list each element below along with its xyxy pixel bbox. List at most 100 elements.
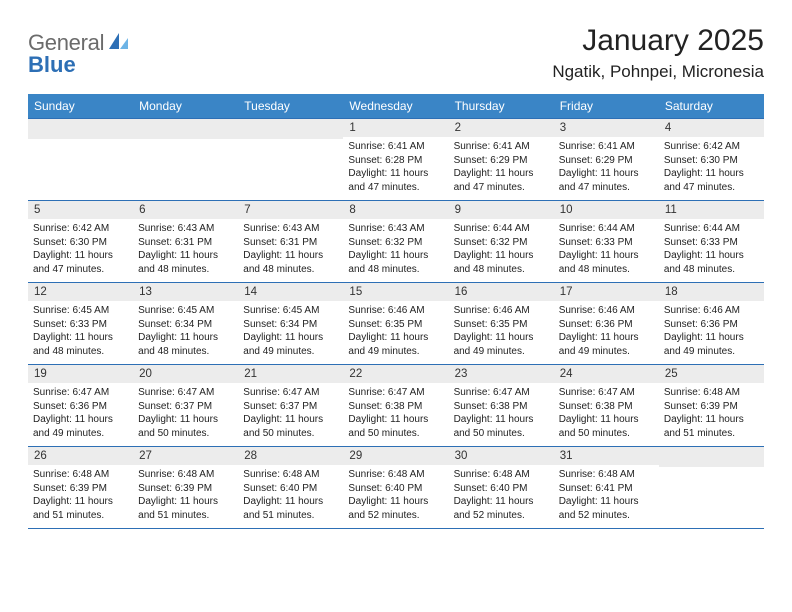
day-cell: 13Sunrise: 6:45 AMSunset: 6:34 PMDayligh…	[133, 283, 238, 364]
sunrise-line: Sunrise: 6:46 AM	[559, 304, 654, 318]
daylight-line: Daylight: 11 hours and 52 minutes.	[348, 495, 443, 522]
day-details: Sunrise: 6:46 AMSunset: 6:35 PMDaylight:…	[343, 301, 448, 364]
day-number: 15	[343, 283, 448, 301]
day-number	[28, 119, 133, 139]
day-header: Friday	[554, 94, 659, 118]
sunset-line: Sunset: 6:33 PM	[559, 236, 654, 250]
daylight-line: Daylight: 11 hours and 49 minutes.	[243, 331, 338, 358]
sunset-line: Sunset: 6:39 PM	[138, 482, 233, 496]
day-number: 2	[449, 119, 554, 137]
day-header: Wednesday	[343, 94, 448, 118]
day-cell	[659, 447, 764, 528]
day-number: 18	[659, 283, 764, 301]
day-number: 6	[133, 201, 238, 219]
day-details: Sunrise: 6:44 AMSunset: 6:33 PMDaylight:…	[554, 219, 659, 282]
day-cell: 30Sunrise: 6:48 AMSunset: 6:40 PMDayligh…	[449, 447, 554, 528]
day-number: 13	[133, 283, 238, 301]
sunset-line: Sunset: 6:32 PM	[348, 236, 443, 250]
day-number: 9	[449, 201, 554, 219]
day-cell: 25Sunrise: 6:48 AMSunset: 6:39 PMDayligh…	[659, 365, 764, 446]
day-cell: 5Sunrise: 6:42 AMSunset: 6:30 PMDaylight…	[28, 201, 133, 282]
sunset-line: Sunset: 6:41 PM	[559, 482, 654, 496]
sunset-line: Sunset: 6:39 PM	[664, 400, 759, 414]
sunrise-line: Sunrise: 6:47 AM	[33, 386, 128, 400]
sunrise-line: Sunrise: 6:42 AM	[664, 140, 759, 154]
day-header: Thursday	[449, 94, 554, 118]
sunset-line: Sunset: 6:30 PM	[664, 154, 759, 168]
daylight-line: Daylight: 11 hours and 48 minutes.	[348, 249, 443, 276]
day-cell	[238, 119, 343, 200]
day-number: 28	[238, 447, 343, 465]
calendar-body: 1Sunrise: 6:41 AMSunset: 6:28 PMDaylight…	[28, 118, 764, 529]
logo-text-blue: Blue	[28, 52, 76, 78]
sunset-line: Sunset: 6:40 PM	[454, 482, 549, 496]
day-header: Saturday	[659, 94, 764, 118]
daylight-line: Daylight: 11 hours and 50 minutes.	[243, 413, 338, 440]
day-cell: 6Sunrise: 6:43 AMSunset: 6:31 PMDaylight…	[133, 201, 238, 282]
sunset-line: Sunset: 6:37 PM	[243, 400, 338, 414]
day-details: Sunrise: 6:46 AMSunset: 6:36 PMDaylight:…	[554, 301, 659, 364]
day-cell: 7Sunrise: 6:43 AMSunset: 6:31 PMDaylight…	[238, 201, 343, 282]
day-cell: 23Sunrise: 6:47 AMSunset: 6:38 PMDayligh…	[449, 365, 554, 446]
day-number: 5	[28, 201, 133, 219]
daylight-line: Daylight: 11 hours and 50 minutes.	[348, 413, 443, 440]
day-details: Sunrise: 6:42 AMSunset: 6:30 PMDaylight:…	[659, 137, 764, 200]
day-details: Sunrise: 6:48 AMSunset: 6:39 PMDaylight:…	[133, 465, 238, 528]
day-details: Sunrise: 6:43 AMSunset: 6:31 PMDaylight:…	[133, 219, 238, 282]
day-header: Sunday	[28, 94, 133, 118]
day-number: 11	[659, 201, 764, 219]
day-cell: 14Sunrise: 6:45 AMSunset: 6:34 PMDayligh…	[238, 283, 343, 364]
sunrise-line: Sunrise: 6:48 AM	[664, 386, 759, 400]
day-number	[659, 447, 764, 467]
daylight-line: Daylight: 11 hours and 49 minutes.	[348, 331, 443, 358]
daylight-line: Daylight: 11 hours and 48 minutes.	[33, 331, 128, 358]
day-details: Sunrise: 6:48 AMSunset: 6:40 PMDaylight:…	[238, 465, 343, 528]
day-header: Monday	[133, 94, 238, 118]
day-details	[133, 139, 238, 148]
sunset-line: Sunset: 6:38 PM	[454, 400, 549, 414]
sunrise-line: Sunrise: 6:46 AM	[348, 304, 443, 318]
sunrise-line: Sunrise: 6:44 AM	[559, 222, 654, 236]
day-number: 27	[133, 447, 238, 465]
sunrise-line: Sunrise: 6:41 AM	[348, 140, 443, 154]
sunset-line: Sunset: 6:38 PM	[559, 400, 654, 414]
day-number: 8	[343, 201, 448, 219]
day-cell: 28Sunrise: 6:48 AMSunset: 6:40 PMDayligh…	[238, 447, 343, 528]
sunrise-line: Sunrise: 6:47 AM	[348, 386, 443, 400]
location-subtitle: Ngatik, Pohnpei, Micronesia	[552, 62, 764, 82]
sunset-line: Sunset: 6:36 PM	[33, 400, 128, 414]
day-number: 17	[554, 283, 659, 301]
day-details: Sunrise: 6:46 AMSunset: 6:35 PMDaylight:…	[449, 301, 554, 364]
sunrise-line: Sunrise: 6:48 AM	[33, 468, 128, 482]
daylight-line: Daylight: 11 hours and 47 minutes.	[33, 249, 128, 276]
sunset-line: Sunset: 6:29 PM	[559, 154, 654, 168]
daylight-line: Daylight: 11 hours and 48 minutes.	[138, 249, 233, 276]
sunrise-line: Sunrise: 6:43 AM	[138, 222, 233, 236]
day-number	[238, 119, 343, 139]
sunrise-line: Sunrise: 6:45 AM	[33, 304, 128, 318]
sunrise-line: Sunrise: 6:46 AM	[664, 304, 759, 318]
day-details: Sunrise: 6:44 AMSunset: 6:32 PMDaylight:…	[449, 219, 554, 282]
sunset-line: Sunset: 6:40 PM	[243, 482, 338, 496]
day-number: 21	[238, 365, 343, 383]
day-cell: 27Sunrise: 6:48 AMSunset: 6:39 PMDayligh…	[133, 447, 238, 528]
daylight-line: Daylight: 11 hours and 47 minutes.	[559, 167, 654, 194]
daylight-line: Daylight: 11 hours and 48 minutes.	[664, 249, 759, 276]
daylight-line: Daylight: 11 hours and 50 minutes.	[454, 413, 549, 440]
sunset-line: Sunset: 6:40 PM	[348, 482, 443, 496]
daylight-line: Daylight: 11 hours and 47 minutes.	[348, 167, 443, 194]
sunset-line: Sunset: 6:38 PM	[348, 400, 443, 414]
day-details: Sunrise: 6:48 AMSunset: 6:39 PMDaylight:…	[659, 383, 764, 446]
daylight-line: Daylight: 11 hours and 51 minutes.	[33, 495, 128, 522]
calendar-week-row: 12Sunrise: 6:45 AMSunset: 6:33 PMDayligh…	[28, 283, 764, 365]
day-details: Sunrise: 6:43 AMSunset: 6:32 PMDaylight:…	[343, 219, 448, 282]
daylight-line: Daylight: 11 hours and 52 minutes.	[559, 495, 654, 522]
daylight-line: Daylight: 11 hours and 51 minutes.	[664, 413, 759, 440]
day-details	[28, 139, 133, 148]
day-cell: 11Sunrise: 6:44 AMSunset: 6:33 PMDayligh…	[659, 201, 764, 282]
sunrise-line: Sunrise: 6:47 AM	[454, 386, 549, 400]
daylight-line: Daylight: 11 hours and 47 minutes.	[664, 167, 759, 194]
day-cell	[133, 119, 238, 200]
sunset-line: Sunset: 6:34 PM	[138, 318, 233, 332]
daylight-line: Daylight: 11 hours and 50 minutes.	[138, 413, 233, 440]
